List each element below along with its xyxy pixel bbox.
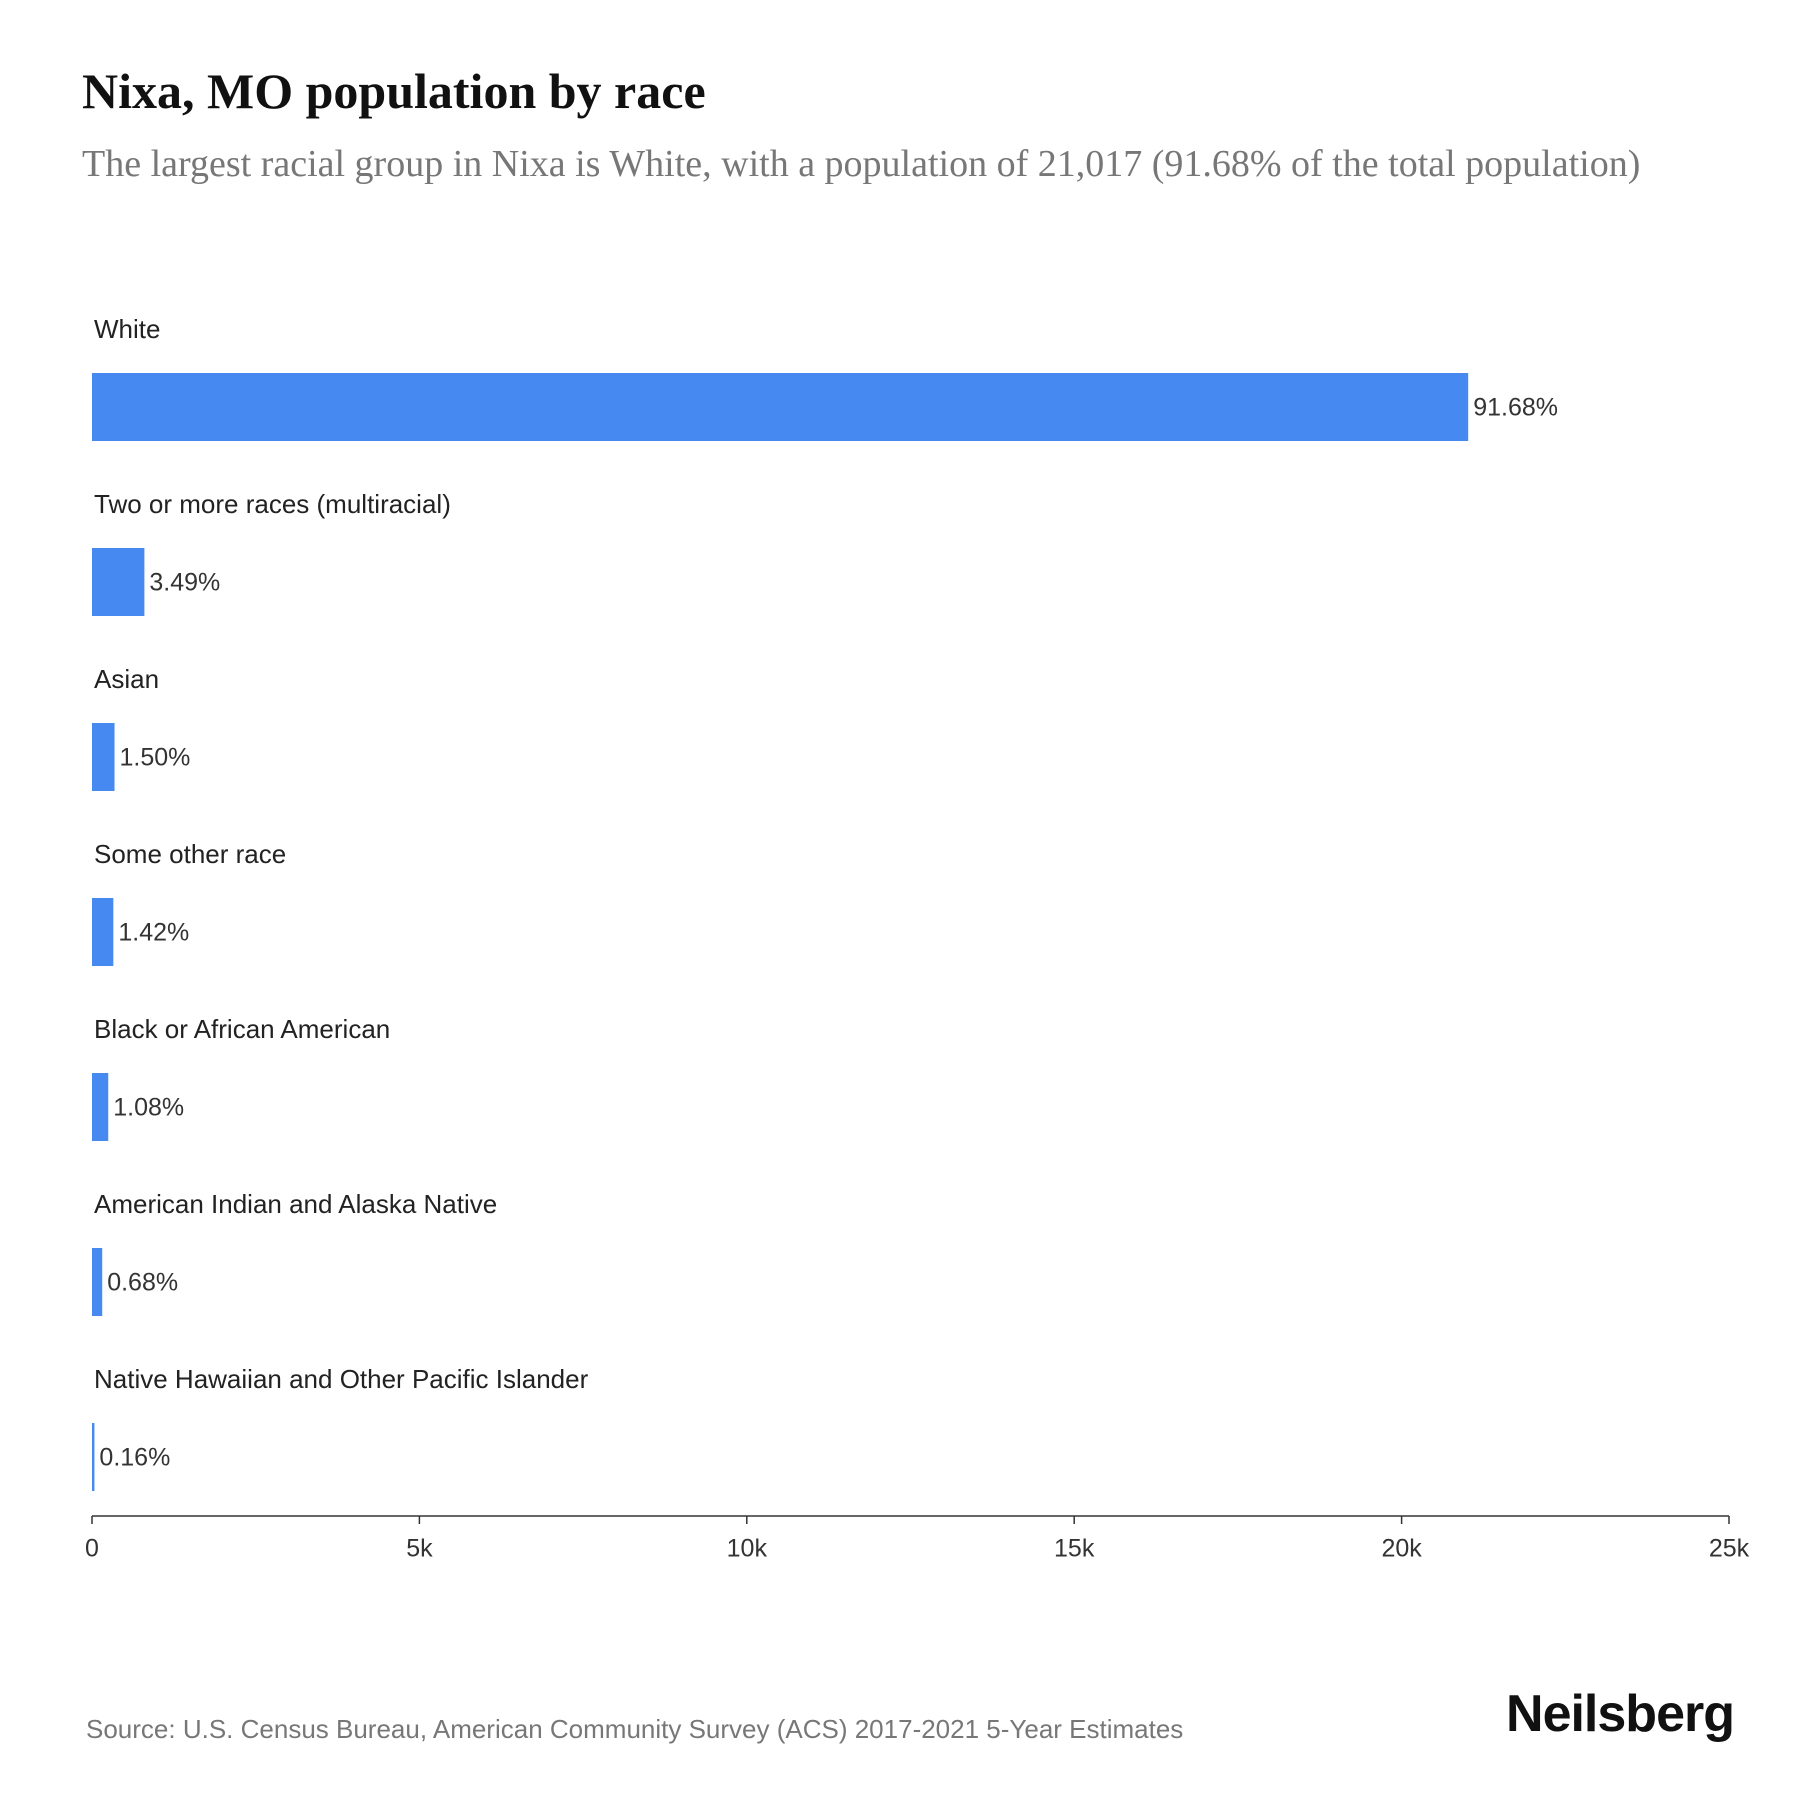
bar [92, 1073, 109, 1141]
value-label: 91.68% [1473, 394, 1558, 422]
value-label: 1.08% [113, 1094, 184, 1122]
bar [92, 373, 1469, 441]
category-label: Asian [94, 664, 159, 694]
bar [92, 1248, 103, 1316]
value-label: 0.16% [99, 1444, 170, 1472]
value-label: 0.68% [107, 1269, 178, 1297]
bar [92, 548, 145, 616]
category-label: American Indian and Alaska Native [94, 1189, 497, 1219]
chart-subtitle: The largest racial group in Nixa is Whit… [82, 143, 1641, 185]
x-tick-label: 25k [1709, 1535, 1750, 1563]
chart-title: Nixa, MO population by race [82, 63, 706, 119]
bar [92, 723, 115, 791]
category-label: Some other race [94, 839, 286, 869]
value-label: 3.49% [149, 569, 220, 597]
x-tick-label: 20k [1381, 1535, 1422, 1563]
category-label: Black or African American [94, 1014, 390, 1044]
x-tick-label: 10k [727, 1535, 768, 1563]
category-label: Native Hawaiian and Other Pacific Island… [94, 1364, 589, 1394]
x-tick-label: 0 [85, 1535, 99, 1563]
value-label: 1.42% [118, 919, 189, 947]
category-label: Two or more races (multiracial) [94, 489, 451, 519]
category-label: White [94, 314, 160, 344]
bar [92, 898, 114, 966]
x-tick-label: 15k [1054, 1535, 1095, 1563]
source-note: Source: U.S. Census Bureau, American Com… [86, 1714, 1184, 1744]
bar [92, 1423, 95, 1491]
brand-logo: Neilsberg [1506, 1685, 1735, 1743]
x-tick-label: 5k [406, 1535, 433, 1563]
value-label: 1.50% [120, 744, 191, 772]
